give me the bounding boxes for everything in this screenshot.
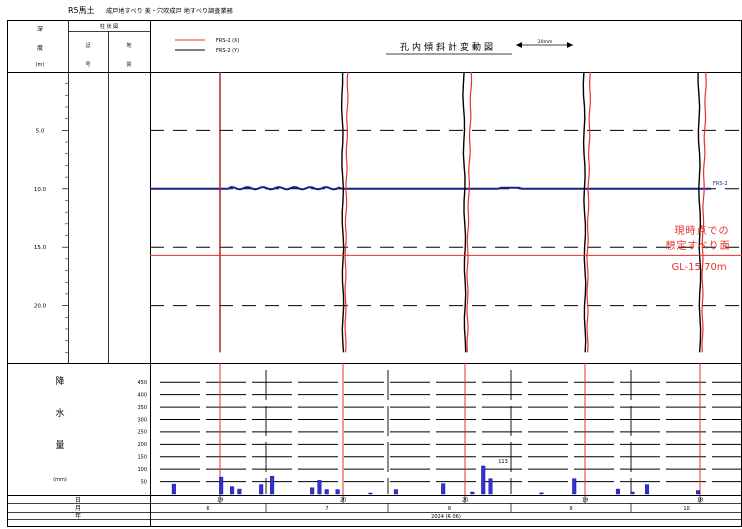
day-label: 19 [582, 498, 588, 504]
rain-label-2: 水 [55, 407, 64, 419]
rain-max-label: 113 [498, 459, 508, 465]
chishitsu-head-1: 地 [126, 42, 131, 49]
footer-year-value: 2024 (R 06) [431, 514, 461, 520]
column-head: 柱 状 図 [100, 23, 118, 30]
scale-arrow-right [567, 42, 573, 48]
depth-head-2: 度 [37, 44, 43, 52]
rain-bar [615, 488, 620, 495]
depth-tick-label: 10.0 [34, 187, 47, 193]
annotation-line-2: 想定すべり面 [665, 239, 730, 252]
depth-tick-label: 20.0 [34, 304, 47, 310]
scale-arrow-left [516, 42, 522, 48]
grid-layer [150, 129, 742, 494]
rain-label-1: 降 [55, 375, 64, 387]
water-level-label: FRS-2 [713, 181, 728, 187]
rain-label-3: 量 [55, 440, 64, 451]
month-label: 8 [448, 506, 451, 512]
day-label: 20 [340, 498, 346, 504]
footer-layer: 19 20 20 19 18 6 7 8 9 10 [206, 495, 703, 512]
report-title: 成戸地すべり 美・穴吹成戸 地すべり調査業務 [106, 7, 234, 15]
chart-title: 孔内傾斜計変動図 [400, 41, 496, 53]
kigo-head-1: 記 [85, 42, 90, 49]
depth-tick-label: 5.0 [36, 128, 45, 134]
rain-bar [317, 480, 322, 495]
rain-tick-label: 400 [137, 392, 147, 398]
month-label: 7 [325, 506, 328, 512]
rain-bar [645, 484, 650, 495]
depth-head-3: (m) [36, 62, 45, 68]
chishitsu-head-2: 質 [126, 61, 131, 68]
day-label: 19 [217, 498, 223, 504]
profile-y-line [340, 72, 345, 353]
profile-x-line [466, 71, 473, 353]
month-label: 9 [569, 506, 572, 512]
rain-tick-label: 50 [141, 479, 147, 485]
rain-bar [368, 492, 373, 495]
footer-month-label: 月 [75, 505, 81, 512]
rain-bar [470, 491, 475, 495]
rain-bar [539, 492, 544, 495]
footer-day-label: 日 [75, 497, 81, 504]
rain-bar [630, 491, 635, 495]
rain-unit: (mm) [53, 477, 67, 483]
rain-bar [230, 486, 235, 495]
rain-bar [481, 465, 486, 495]
rain-bar [171, 483, 176, 495]
profile-y-line [462, 71, 467, 353]
rain-bar [310, 487, 315, 495]
rain-bar [259, 484, 264, 495]
rain-bar [219, 476, 224, 495]
rain-tick-label: 100 [137, 467, 147, 473]
rainfall-layer [171, 465, 701, 495]
legend-label-x: FRS-2 (X) [216, 38, 239, 44]
profile-x-line [701, 71, 707, 353]
rain-bar [488, 478, 493, 495]
annotation-line-1: 現時点での [675, 225, 730, 237]
rain-tick-label: 300 [137, 417, 147, 423]
depth-tick-label: 15.0 [34, 245, 47, 251]
water-level-layer [150, 185, 711, 191]
rain-bar [324, 489, 329, 495]
rain-tick-label: 250 [137, 430, 147, 436]
rain-bar [441, 483, 446, 495]
profile-y-line [697, 72, 702, 353]
rain-bar [270, 475, 275, 495]
profile-layer [150, 71, 742, 495]
report-title-prefix: R5馬土 [68, 5, 95, 15]
profile-x-line [344, 71, 349, 353]
rain-tick-label: 450 [137, 380, 147, 386]
water-level-line [150, 185, 711, 191]
rain-bar [335, 489, 340, 495]
kigo-head-2: 号 [85, 62, 90, 68]
rain-bar [237, 488, 242, 495]
rain-tick-label: 150 [137, 455, 147, 461]
footer-year-label: 年 [75, 512, 81, 520]
rain-bar [572, 478, 577, 495]
rain-bar [696, 490, 701, 495]
legend-label-y: FRS-2 (Y) [216, 48, 239, 54]
month-label: 10 [683, 506, 689, 512]
axis-layer: 5.0 10.0 15.0 20.0 50 100 150 200 250 300 350 400 45… [34, 83, 147, 485]
scale-label: 20mm [538, 39, 553, 45]
day-label: 18 [697, 498, 703, 504]
day-label: 20 [462, 498, 468, 504]
rain-tick-label: 350 [137, 405, 147, 411]
annotation-line-3: GL-15.70m [671, 262, 726, 273]
depth-head-1: 深 [37, 25, 43, 33]
rain-tick-label: 200 [137, 442, 147, 448]
rain-bar [393, 489, 398, 495]
profile-y-line [582, 71, 587, 353]
month-label: 6 [206, 506, 209, 512]
profile-x-line [586, 71, 592, 353]
